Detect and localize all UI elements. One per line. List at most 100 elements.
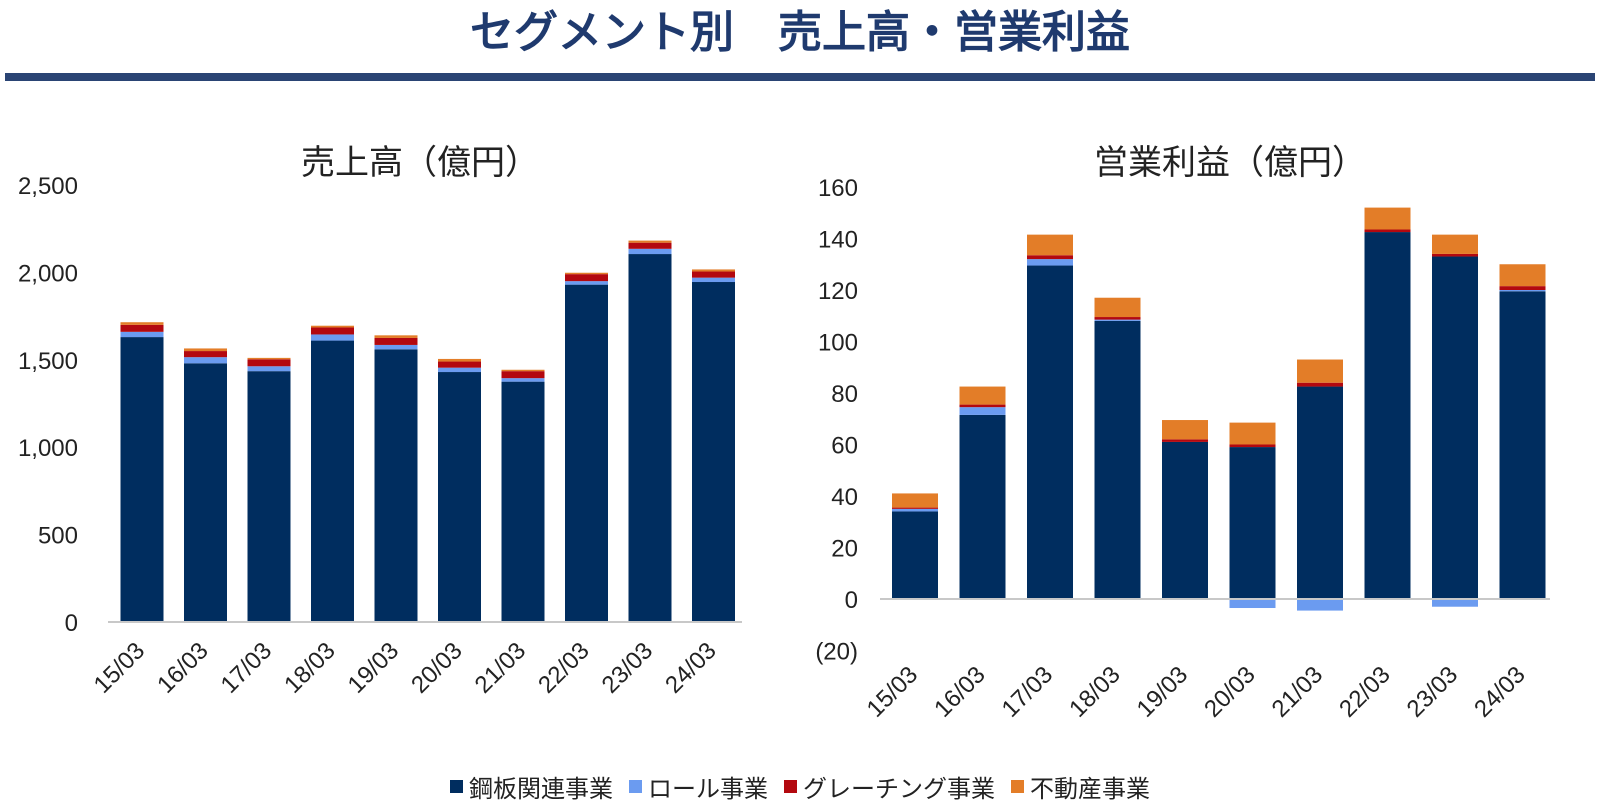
bar-segment-grating-19-03 [1162, 439, 1208, 442]
bar-segment-steel-18-03 [311, 340, 354, 622]
legend-label: グレーチング事業 [803, 774, 995, 803]
legend-item-steel: 鋼板関連事業 [450, 769, 613, 804]
bar-segment-realestate-22-03 [565, 272, 608, 275]
bar-segment-roll-18-03 [1094, 319, 1141, 321]
y-tick-label: 1,000 [18, 435, 78, 462]
legend-label: 鋼板関連事業 [469, 774, 613, 803]
x-tick-label: 16/03 [929, 661, 991, 723]
bar-segment-realestate-24-03 [692, 269, 735, 272]
bar-segment-grating-17-03 [247, 359, 291, 367]
bar-segment-grating-23-03 [1432, 253, 1478, 257]
legend-label: 不動産事業 [1030, 774, 1150, 803]
x-tick-label: 18/03 [1064, 661, 1126, 723]
y-tick-label: 20 [831, 536, 858, 563]
bar-segment-roll-23-03 [1432, 599, 1478, 607]
bar-segment-grating-17-03 [1027, 255, 1073, 260]
y-tick-label: 500 [38, 523, 78, 550]
bar-segment-steel-22-03 [565, 284, 608, 622]
bar-segment-realestate-21-03 [1297, 359, 1343, 383]
y-tick-label: 140 [818, 227, 858, 254]
bar-segment-realestate-17-03 [247, 357, 291, 360]
bar-segment-realestate-22-03 [1364, 207, 1411, 230]
y-tick-label: 160 [818, 175, 858, 202]
bar-segment-roll-21-03 [1297, 599, 1343, 611]
bar-segment-steel-15-03 [892, 511, 938, 599]
bar-segment-realestate-15-03 [120, 322, 164, 325]
bar-segment-steel-23-03 [1432, 256, 1478, 599]
x-tick-label: 22/03 [1334, 661, 1396, 723]
bar-segment-realestate-23-03 [628, 240, 672, 243]
bar-segment-roll-15-03 [120, 331, 164, 338]
y-tick-label: 100 [818, 330, 858, 357]
bar-segment-roll-24-03 [692, 277, 735, 283]
bar-segment-steel-22-03 [1364, 232, 1411, 599]
y-tick-label: 1,500 [18, 348, 78, 375]
y-tick-label: 40 [831, 484, 858, 511]
bar-segment-realestate-16-03 [959, 386, 1006, 405]
bar-segment-grating-20-03 [1229, 444, 1276, 448]
bar-segment-roll-16-03 [184, 357, 227, 364]
bar-segment-roll-16-03 [959, 407, 1006, 415]
bar-segment-steel-23-03 [628, 254, 672, 622]
bar-segment-realestate-17-03 [1027, 234, 1073, 256]
y-tick-label: 80 [831, 381, 858, 408]
bar-segment-roll-23-03 [628, 248, 672, 255]
bar-segment-grating-20-03 [438, 361, 481, 368]
x-tick-label: 17/03 [997, 661, 1059, 723]
bar-segment-realestate-19-03 [1162, 420, 1208, 440]
bar-segment-realestate-20-03 [438, 358, 481, 362]
bar-segment-roll-19-03 [374, 344, 418, 350]
y-tick-label: 0 [845, 587, 858, 614]
bar-segment-roll-21-03 [501, 378, 545, 382]
y-tick-label: 2,500 [18, 173, 78, 200]
bar-segment-grating-23-03 [628, 242, 672, 249]
bar-segment-roll-20-03 [438, 367, 481, 373]
bar-segment-steel-21-03 [1297, 386, 1343, 599]
bar-segment-steel-19-03 [374, 349, 418, 622]
y-tick-label: 120 [818, 278, 858, 305]
bar-segment-roll-17-03 [1027, 259, 1073, 266]
bar-segment-grating-21-03 [501, 371, 545, 379]
x-tick-label: 15/03 [862, 661, 924, 723]
bar-segment-steel-16-03 [959, 414, 1006, 599]
bar-segment-realestate-23-03 [1432, 234, 1478, 254]
bar-segment-roll-15-03 [892, 508, 938, 512]
legend-swatch [450, 779, 463, 793]
bar-segment-grating-22-03 [1364, 229, 1411, 233]
bar-segment-steel-18-03 [1094, 320, 1141, 599]
chart-title: 営業利益（億円） [1094, 143, 1366, 183]
bar-segment-realestate-15-03 [892, 493, 938, 508]
y-tick-label: 60 [831, 433, 858, 460]
legend-item-realestate: 不動産事業 [1011, 769, 1150, 804]
bar-segment-roll-20-03 [1229, 599, 1276, 609]
bar-segment-grating-24-03 [692, 271, 735, 278]
bar-segment-realestate-21-03 [501, 369, 545, 372]
bar-segment-grating-18-03 [311, 327, 354, 335]
legend-swatch [629, 779, 642, 793]
bar-segment-steel-20-03 [1229, 447, 1276, 599]
bar-segment-steel-20-03 [438, 372, 481, 622]
bar-segment-grating-22-03 [565, 274, 608, 282]
legend-swatch [1011, 779, 1024, 793]
y-tick-label: 2,000 [18, 260, 78, 287]
bar-segment-steel-24-03 [692, 282, 735, 622]
x-tick-label: 24/03 [1469, 661, 1531, 723]
bar-segment-steel-17-03 [1027, 265, 1073, 599]
bar-segment-roll-18-03 [311, 334, 354, 341]
x-tick-label: 19/03 [1132, 661, 1194, 723]
page-title: セグメント別 売上高・営業利益 [470, 7, 1130, 58]
legend-swatch [784, 779, 797, 793]
bar-segment-realestate-19-03 [374, 335, 418, 338]
bar-segment-grating-24-03 [1499, 286, 1546, 290]
bar-segment-grating-15-03 [892, 507, 938, 509]
bar-segment-realestate-18-03 [1094, 297, 1141, 318]
bar-segment-grating-21-03 [1297, 382, 1343, 387]
bar-segment-steel-16-03 [184, 363, 227, 622]
x-tick-label: 20/03 [1199, 661, 1261, 723]
bar-segment-roll-22-03 [565, 281, 608, 285]
bar-segment-steel-17-03 [247, 371, 291, 622]
x-tick-label: 23/03 [1402, 661, 1464, 723]
bar-segment-realestate-20-03 [1229, 422, 1276, 445]
